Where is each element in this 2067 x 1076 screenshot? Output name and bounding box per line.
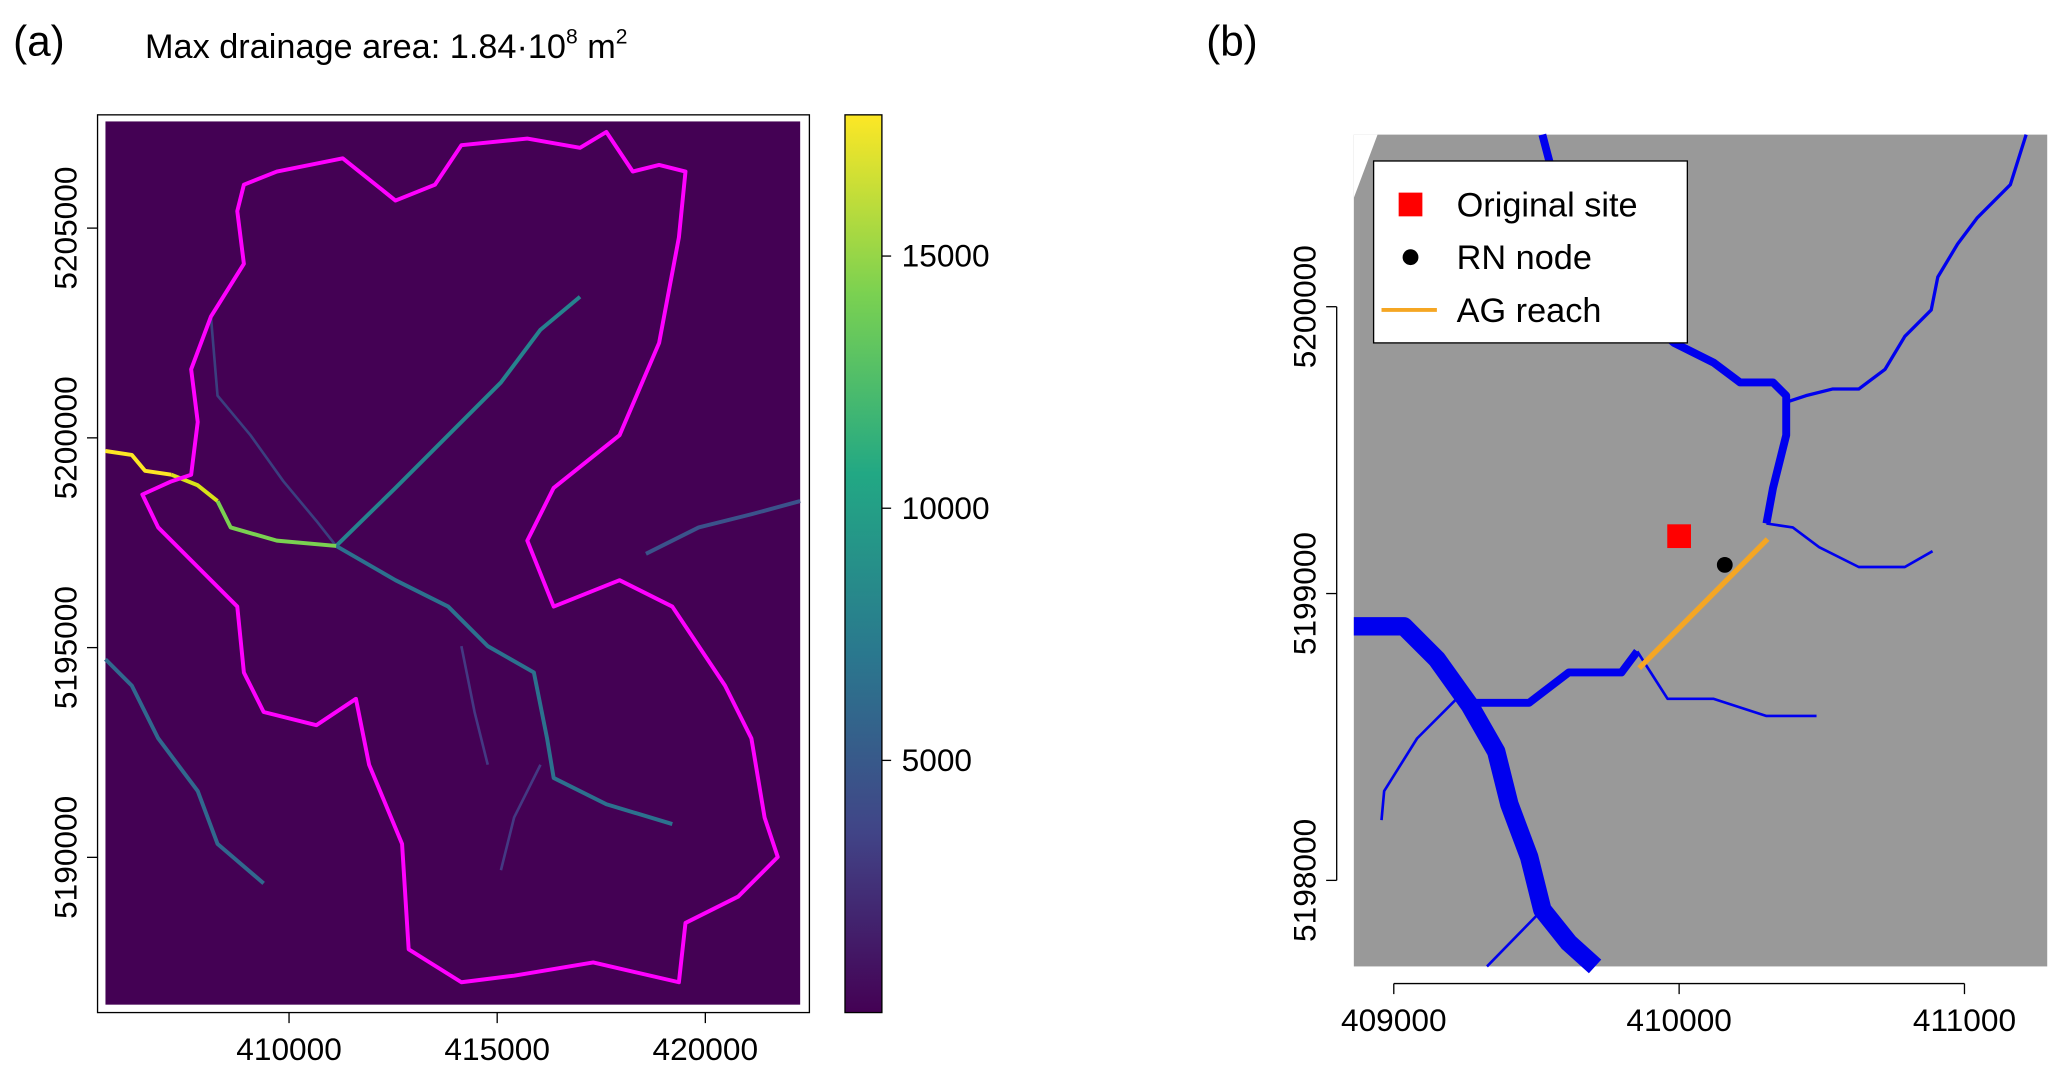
- title-exponent: 8: [566, 26, 578, 49]
- y-tick-label: 5200000: [47, 376, 83, 499]
- y-tick-label: 5200000: [1287, 245, 1323, 368]
- reach-line: [1637, 537, 1770, 670]
- colorbar: [844, 114, 883, 1014]
- panel-title: Max drainage area: 1.84·108 m2: [145, 26, 628, 67]
- raster: [105, 121, 801, 1005]
- x-tick-label: 415000: [444, 1031, 550, 1067]
- legend-swatch: [1402, 249, 1419, 266]
- y-tick-label: 5190000: [47, 796, 83, 919]
- site-marker: [1667, 524, 1691, 549]
- catchment-boundary: [140, 130, 780, 985]
- nodata-area: [1353, 134, 1378, 198]
- legend-swatch: [1398, 192, 1423, 217]
- y-tick-label: 5195000: [47, 586, 83, 709]
- colorbar-tick-label: 5000: [902, 742, 972, 778]
- legend-label: AG reach: [1457, 292, 1602, 330]
- title-unit: m: [578, 28, 616, 66]
- title-text: Max drainage area: 1.84·10: [145, 28, 566, 66]
- node-marker: [1716, 556, 1733, 573]
- x-tick-label: 411000: [1913, 1002, 2016, 1038]
- x-tick-label: 409000: [1341, 1002, 1447, 1038]
- streams: [104, 295, 801, 885]
- legend-label: RN node: [1457, 239, 1592, 277]
- y-tick-label: 5199000: [1287, 532, 1323, 655]
- map-marks: [1637, 524, 1770, 670]
- x-tick-label: 410000: [1626, 1002, 1732, 1038]
- colorbar-tick-label: 15000: [902, 238, 990, 274]
- legend-box: [1372, 160, 1689, 344]
- x-tick-label: 410000: [236, 1031, 342, 1067]
- legend-label: Original site: [1457, 186, 1638, 224]
- plot-frame: [96, 114, 811, 1014]
- y-tick-label: 5198000: [1287, 819, 1323, 942]
- title-unit-exponent: 2: [616, 26, 628, 49]
- panel-label: (b): [1206, 18, 1258, 65]
- y-tick-label: 5205000: [47, 167, 83, 290]
- colorbar-tick-label: 10000: [902, 490, 990, 526]
- x-tick-label: 420000: [653, 1031, 759, 1067]
- panel-label: (a): [13, 18, 65, 65]
